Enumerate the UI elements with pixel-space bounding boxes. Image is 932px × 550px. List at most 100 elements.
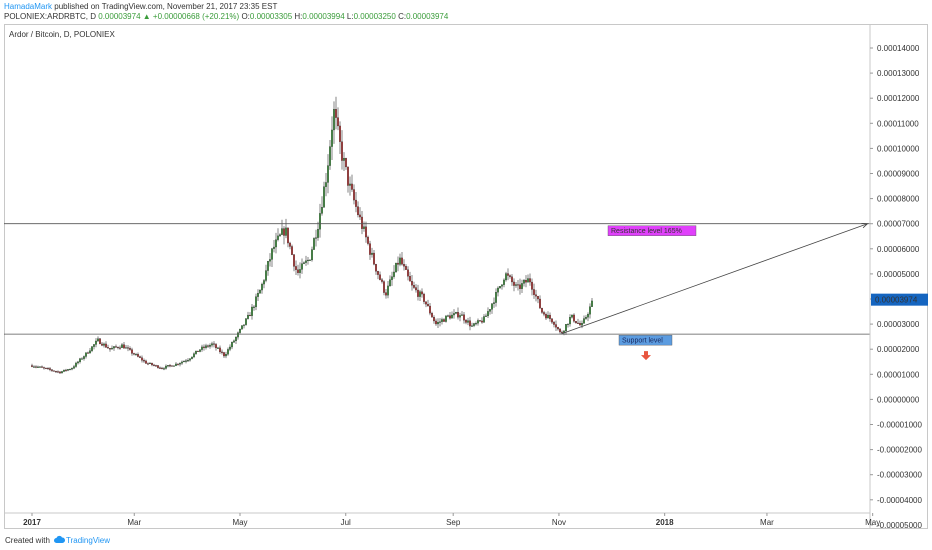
candle-body: [283, 228, 285, 236]
candle-body: [195, 350, 197, 354]
candle-body: [415, 287, 417, 291]
candle-body: [287, 227, 289, 244]
candle-body: [43, 367, 45, 369]
candle-body: [411, 281, 413, 286]
candle: [337, 107, 339, 131]
candle: [387, 281, 389, 299]
tradingview-logo-text[interactable]: TradingView: [66, 536, 111, 545]
candle-body: [429, 305, 431, 314]
candle: [489, 309, 491, 315]
candle-body: [575, 321, 577, 324]
last-price-label: 0.00003974: [875, 296, 918, 305]
candle: [239, 328, 241, 334]
price-tick-label: 0.00000000: [877, 395, 920, 404]
candle: [495, 288, 497, 307]
candle-body: [503, 279, 505, 285]
candle-body: [51, 369, 53, 371]
candle: [441, 317, 443, 325]
candle: [333, 101, 335, 144]
candle: [221, 349, 223, 355]
candle: [31, 363, 33, 368]
chart-frame: [4, 24, 928, 529]
candle: [507, 268, 509, 281]
candle: [457, 307, 459, 320]
candle-body: [271, 248, 273, 260]
candle: [119, 345, 121, 350]
candle: [297, 264, 299, 276]
candle-body: [31, 365, 33, 367]
candle-body: [101, 343, 103, 346]
candle-body: [263, 280, 265, 285]
candle: [229, 344, 231, 352]
chart-canvas[interactable]: Resistance level 165% Support level 0.000…: [4, 24, 928, 529]
candle: [211, 341, 213, 348]
candle: [61, 370, 63, 374]
candle-body: [81, 358, 83, 360]
candle-body: [383, 281, 385, 293]
candle: [417, 284, 419, 301]
price-tick-label: 0.00013000: [877, 69, 920, 78]
candle: [47, 367, 49, 370]
candle: [255, 293, 257, 311]
candle: [319, 203, 321, 238]
candle: [179, 362, 181, 367]
candle-body: [583, 318, 585, 324]
candle-body: [573, 314, 575, 322]
candle-body: [187, 360, 189, 362]
candle-body: [485, 315, 487, 317]
candle-body: [335, 109, 337, 118]
candle-body: [589, 306, 591, 315]
candle-body: [69, 368, 71, 371]
candle-body: [207, 345, 209, 347]
candle-body: [561, 331, 563, 333]
candle: [93, 344, 95, 350]
candle: [471, 322, 473, 327]
price-tick-label: 0.00007000: [877, 220, 920, 229]
candle: [391, 271, 393, 286]
candle: [245, 318, 247, 326]
candle: [193, 352, 195, 359]
candle-body: [257, 293, 259, 297]
candle-body: [241, 325, 243, 330]
candle: [523, 279, 525, 287]
candle: [249, 312, 251, 317]
candle: [185, 359, 187, 364]
candle-body: [329, 146, 331, 166]
candle-body: [247, 314, 249, 319]
candle: [45, 367, 47, 370]
candle: [33, 365, 35, 368]
candle: [63, 369, 65, 373]
candle: [137, 352, 139, 358]
candle-body: [363, 226, 365, 229]
candle: [89, 348, 91, 354]
candle-body: [209, 344, 211, 347]
candle: [143, 358, 145, 363]
candle-body: [559, 328, 561, 333]
candle-body: [421, 291, 423, 295]
candle-body: [319, 213, 321, 230]
candle: [173, 365, 175, 367]
candle-body: [55, 371, 57, 373]
candle: [339, 121, 341, 155]
candle: [129, 346, 131, 351]
candle: [151, 362, 153, 367]
candle: [191, 356, 193, 360]
candle-body: [493, 302, 495, 304]
candle-body: [119, 347, 121, 349]
candle-body: [557, 327, 559, 330]
candle-body: [105, 343, 107, 348]
open-value: 0.00003305: [249, 12, 293, 21]
candle-body: [147, 363, 149, 365]
candle: [587, 312, 589, 322]
candle: [403, 259, 405, 271]
candle: [73, 364, 75, 370]
candle-body: [359, 214, 361, 218]
candle: [381, 277, 383, 284]
candle-body: [451, 314, 453, 319]
candle: [159, 366, 161, 369]
candle: [275, 232, 277, 254]
candle-body: [269, 259, 271, 262]
candle: [95, 338, 97, 348]
author-link[interactable]: HamadaMark: [4, 2, 53, 11]
candle-body: [295, 266, 297, 270]
